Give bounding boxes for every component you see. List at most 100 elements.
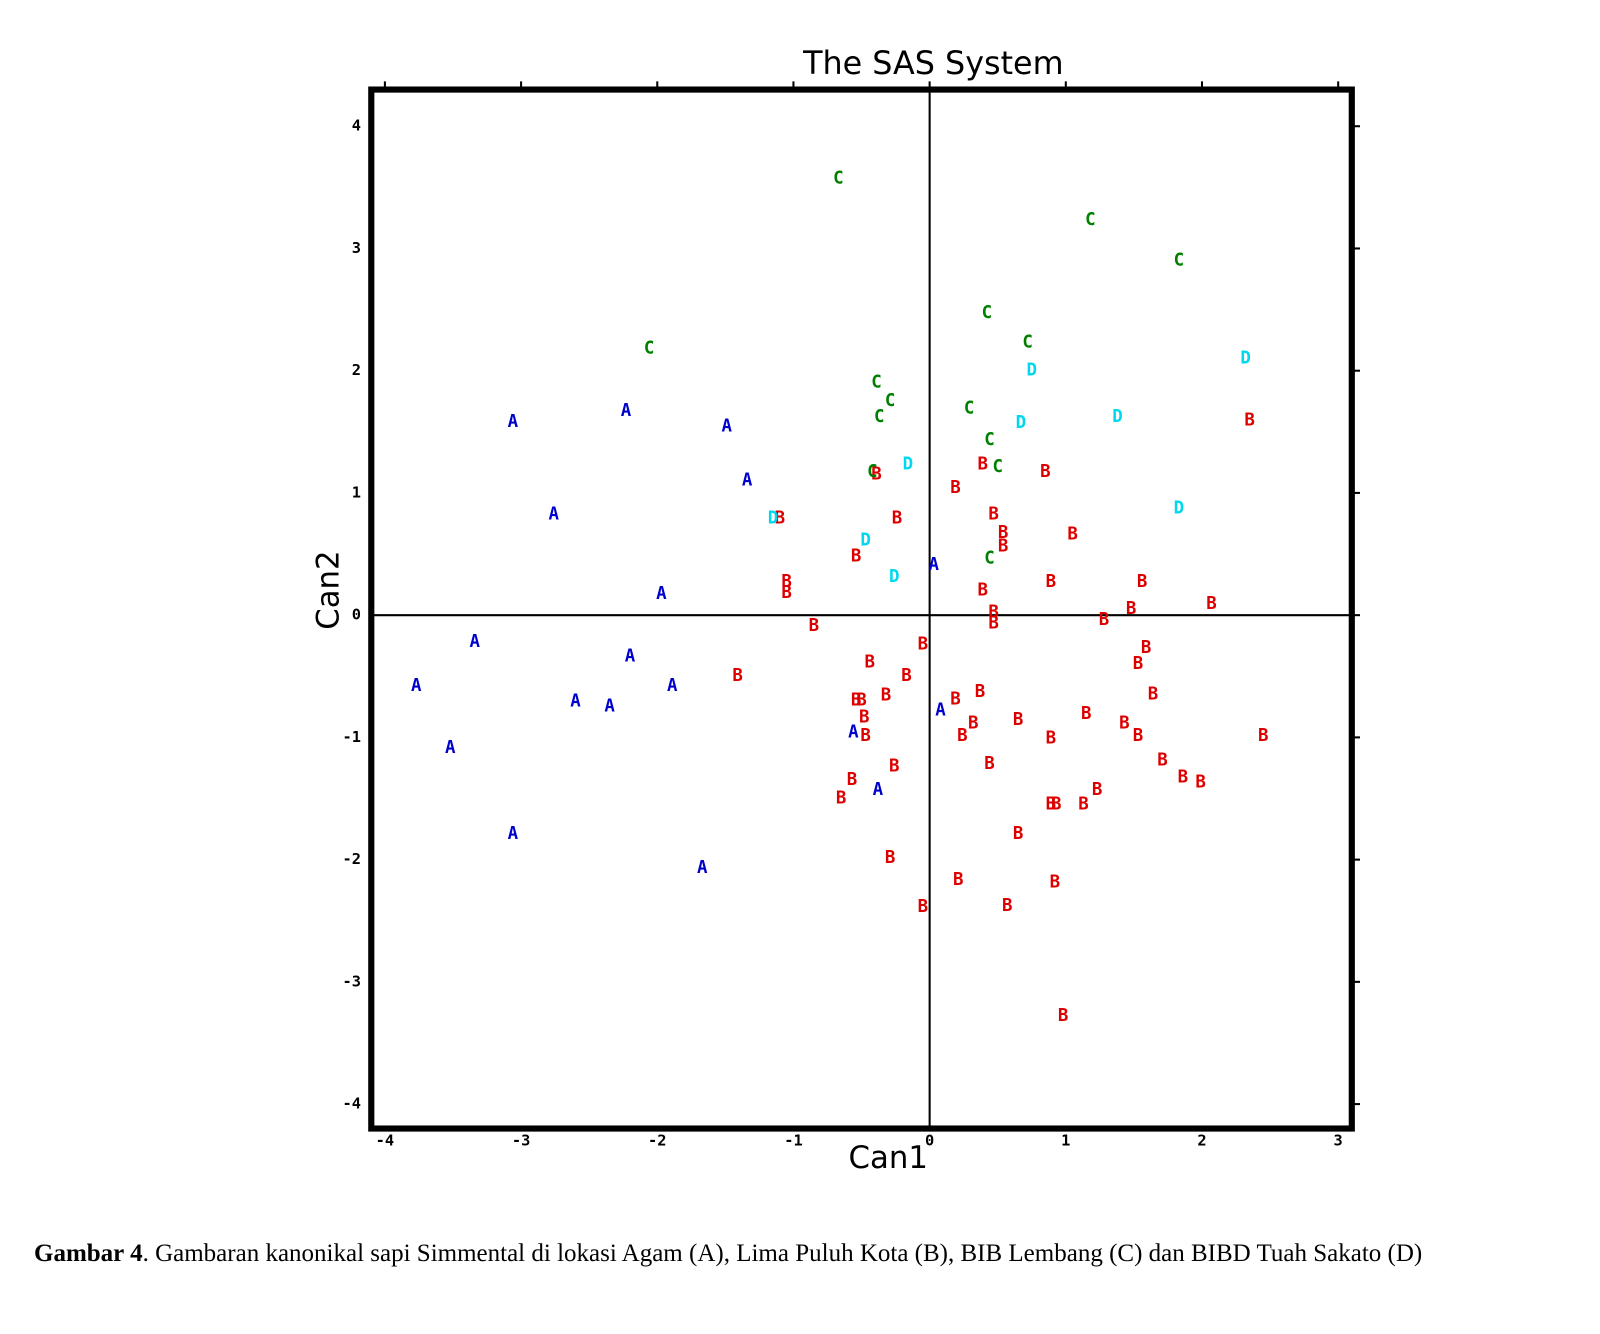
point-marker: B [1137,572,1148,592]
x-tick-label: -1 [784,1131,803,1149]
point-marker: B [860,726,871,746]
point-marker: B [988,603,998,623]
point-marker: D [1174,499,1185,519]
point-marker: A [656,584,667,604]
y-tick-label: 1 [352,483,361,501]
point-marker: B [1141,638,1152,658]
point-marker: D [1016,413,1027,433]
point-marker: A [604,697,615,717]
point-marker: B [988,505,998,525]
point-marker: B [889,757,900,777]
point-marker: A [873,780,884,800]
x-axis-label: Can1 [849,1140,928,1176]
point-marker: A [470,632,481,652]
point-marker: B [977,581,988,601]
point-marker: C [871,373,881,393]
point-marker: B [856,691,867,711]
y-axis-label: Can2 [311,550,347,629]
point-marker: C [867,462,878,482]
point-marker: B [1119,714,1130,734]
caption: Gambar 4. Gambaran kanonikal sapi Simmen… [34,1240,1574,1268]
point-marker: D [768,508,778,528]
point-marker: B [864,653,874,673]
point-marker: A [625,647,636,667]
point-marker: C [984,549,995,569]
caption-label: Gambar 4 [34,1240,143,1267]
point-marker: B [881,686,892,706]
point-marker: B [1078,794,1089,814]
point-marker: A [549,505,560,525]
point-marker: B [1050,873,1061,893]
point-marker: C [644,338,655,358]
point-marker: B [1013,824,1024,844]
point-marker: C [874,407,885,427]
x-tick-label: 1 [1061,1131,1070,1149]
point-marker: C [982,303,992,323]
point-marker: C [964,398,975,418]
point-marker: B [901,666,912,686]
point-marker: B [1258,726,1269,746]
point-marker: D [1112,407,1123,427]
point-marker: B [892,508,902,528]
point-marker: C [885,391,895,411]
point-marker: A [508,412,519,432]
x-tick-label: 0 [925,1131,934,1149]
point-marker: A [697,858,708,878]
y-tick-label: 3 [352,239,361,257]
x-tick-label: 2 [1197,1131,1206,1149]
point-marker: C [1085,210,1096,230]
point-marker: B [1099,610,1110,630]
point-marker: B [968,714,978,734]
point-marker: C [1022,332,1033,352]
point-marker: B [1092,780,1103,800]
point-marker: B [1046,728,1057,748]
point-marker: B [1058,1006,1069,1026]
point-marker: B [998,523,1009,543]
point-marker: B [859,708,870,728]
y-tick-label: -3 [343,972,362,990]
point-marker: B [847,770,858,790]
point-marker: B [1244,411,1255,431]
y-tick-label: 4 [352,117,361,135]
plot-frame [368,86,1355,1132]
point-marker: B [998,537,1009,557]
caption-text: . Gambaran kanonikal sapi Simmental di l… [142,1240,1423,1267]
point-marker: B [732,666,743,686]
point-marker: B [1067,524,1078,544]
y-tick-label: -4 [343,1095,362,1113]
point-marker: B [781,583,791,603]
point-marker: C [833,169,844,189]
point-marker: B [1206,594,1217,614]
x-tick-label: -2 [648,1131,667,1149]
point-marker: B [836,788,847,808]
point-marker: B [988,614,998,634]
point-marker: A [411,676,422,696]
x-tick-label: -3 [512,1131,531,1149]
point-marker: B [1148,684,1159,704]
point-marker: B [918,634,929,654]
point-marker: C [984,430,995,450]
point-marker: B [809,616,819,636]
point-marker: B [1178,768,1189,788]
point-marker: D [903,455,914,475]
point-marker: B [1133,654,1144,674]
point-marker: C [1174,250,1185,270]
x-tick-label: 3 [1334,1131,1343,1149]
point-marker: A [621,401,632,421]
point-marker: B [950,478,961,498]
point-marker: B [1046,572,1057,592]
point-marker: B [1157,750,1168,770]
point-marker: A [508,824,519,844]
point-marker: B [918,897,929,917]
point-marker: B [975,682,985,702]
chart-title: The SAS System [802,45,1064,82]
point-marker: B [957,726,968,746]
point-marker: B [885,848,895,868]
point-marker: A [935,700,946,720]
point-marker: D [1240,348,1251,368]
point-marker: A [667,676,678,696]
point-marker: B [851,691,861,711]
point-marker: A [570,692,581,712]
y-tick-label: 2 [352,361,361,379]
